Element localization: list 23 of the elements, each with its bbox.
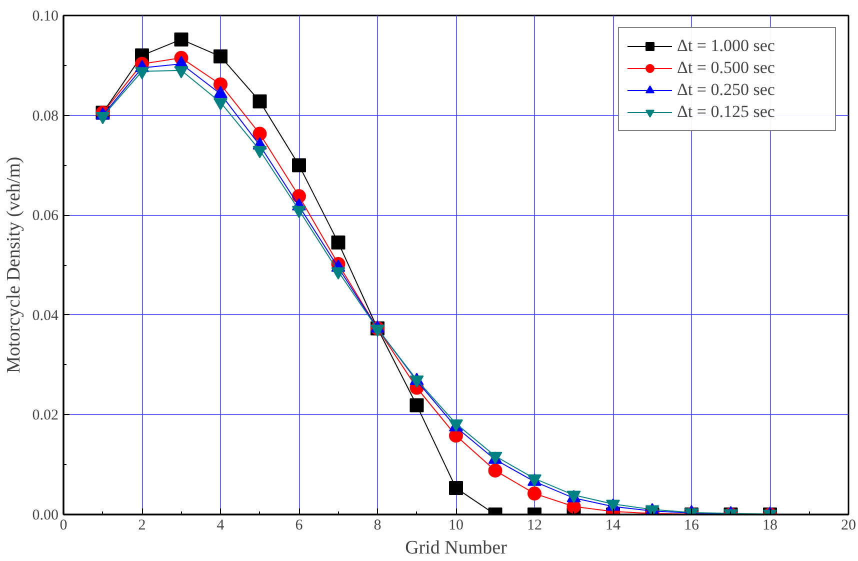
legend-label: Δt = 0.125 sec: [677, 102, 776, 122]
y-tick-label: 0.08: [32, 108, 58, 124]
y-tick-label: 0.10: [32, 8, 58, 24]
x-tick-label: 10: [448, 518, 464, 534]
x-tick-label: 20: [841, 518, 856, 534]
x-tick-label: 0: [60, 518, 68, 534]
x-tick-label: 2: [138, 518, 146, 534]
legend-label: Δt = 0.250 sec: [677, 80, 776, 100]
x-tick-label: 4: [216, 518, 225, 534]
x-tick-label: 12: [527, 518, 542, 534]
x-tick-label: 14: [606, 518, 621, 534]
x-tick-label: 8: [374, 518, 382, 534]
x-axis-title: Grid Number: [405, 538, 508, 558]
y-axis-title: Motorcycle Density (veh/m): [3, 156, 24, 374]
legend-label: Δt = 0.500 sec: [677, 58, 776, 78]
y-tick-label: 0.06: [32, 208, 59, 224]
x-tick-label: 16: [684, 518, 700, 534]
x-tick-label: 18: [762, 518, 778, 534]
y-tick-label: 0.02: [32, 408, 58, 424]
y-tick-label: 0.04: [32, 308, 59, 324]
legend-label: Δt = 1.000 sec: [677, 36, 776, 56]
y-tick-label: 0.00: [32, 508, 58, 524]
x-tick-label: 6: [295, 518, 304, 534]
